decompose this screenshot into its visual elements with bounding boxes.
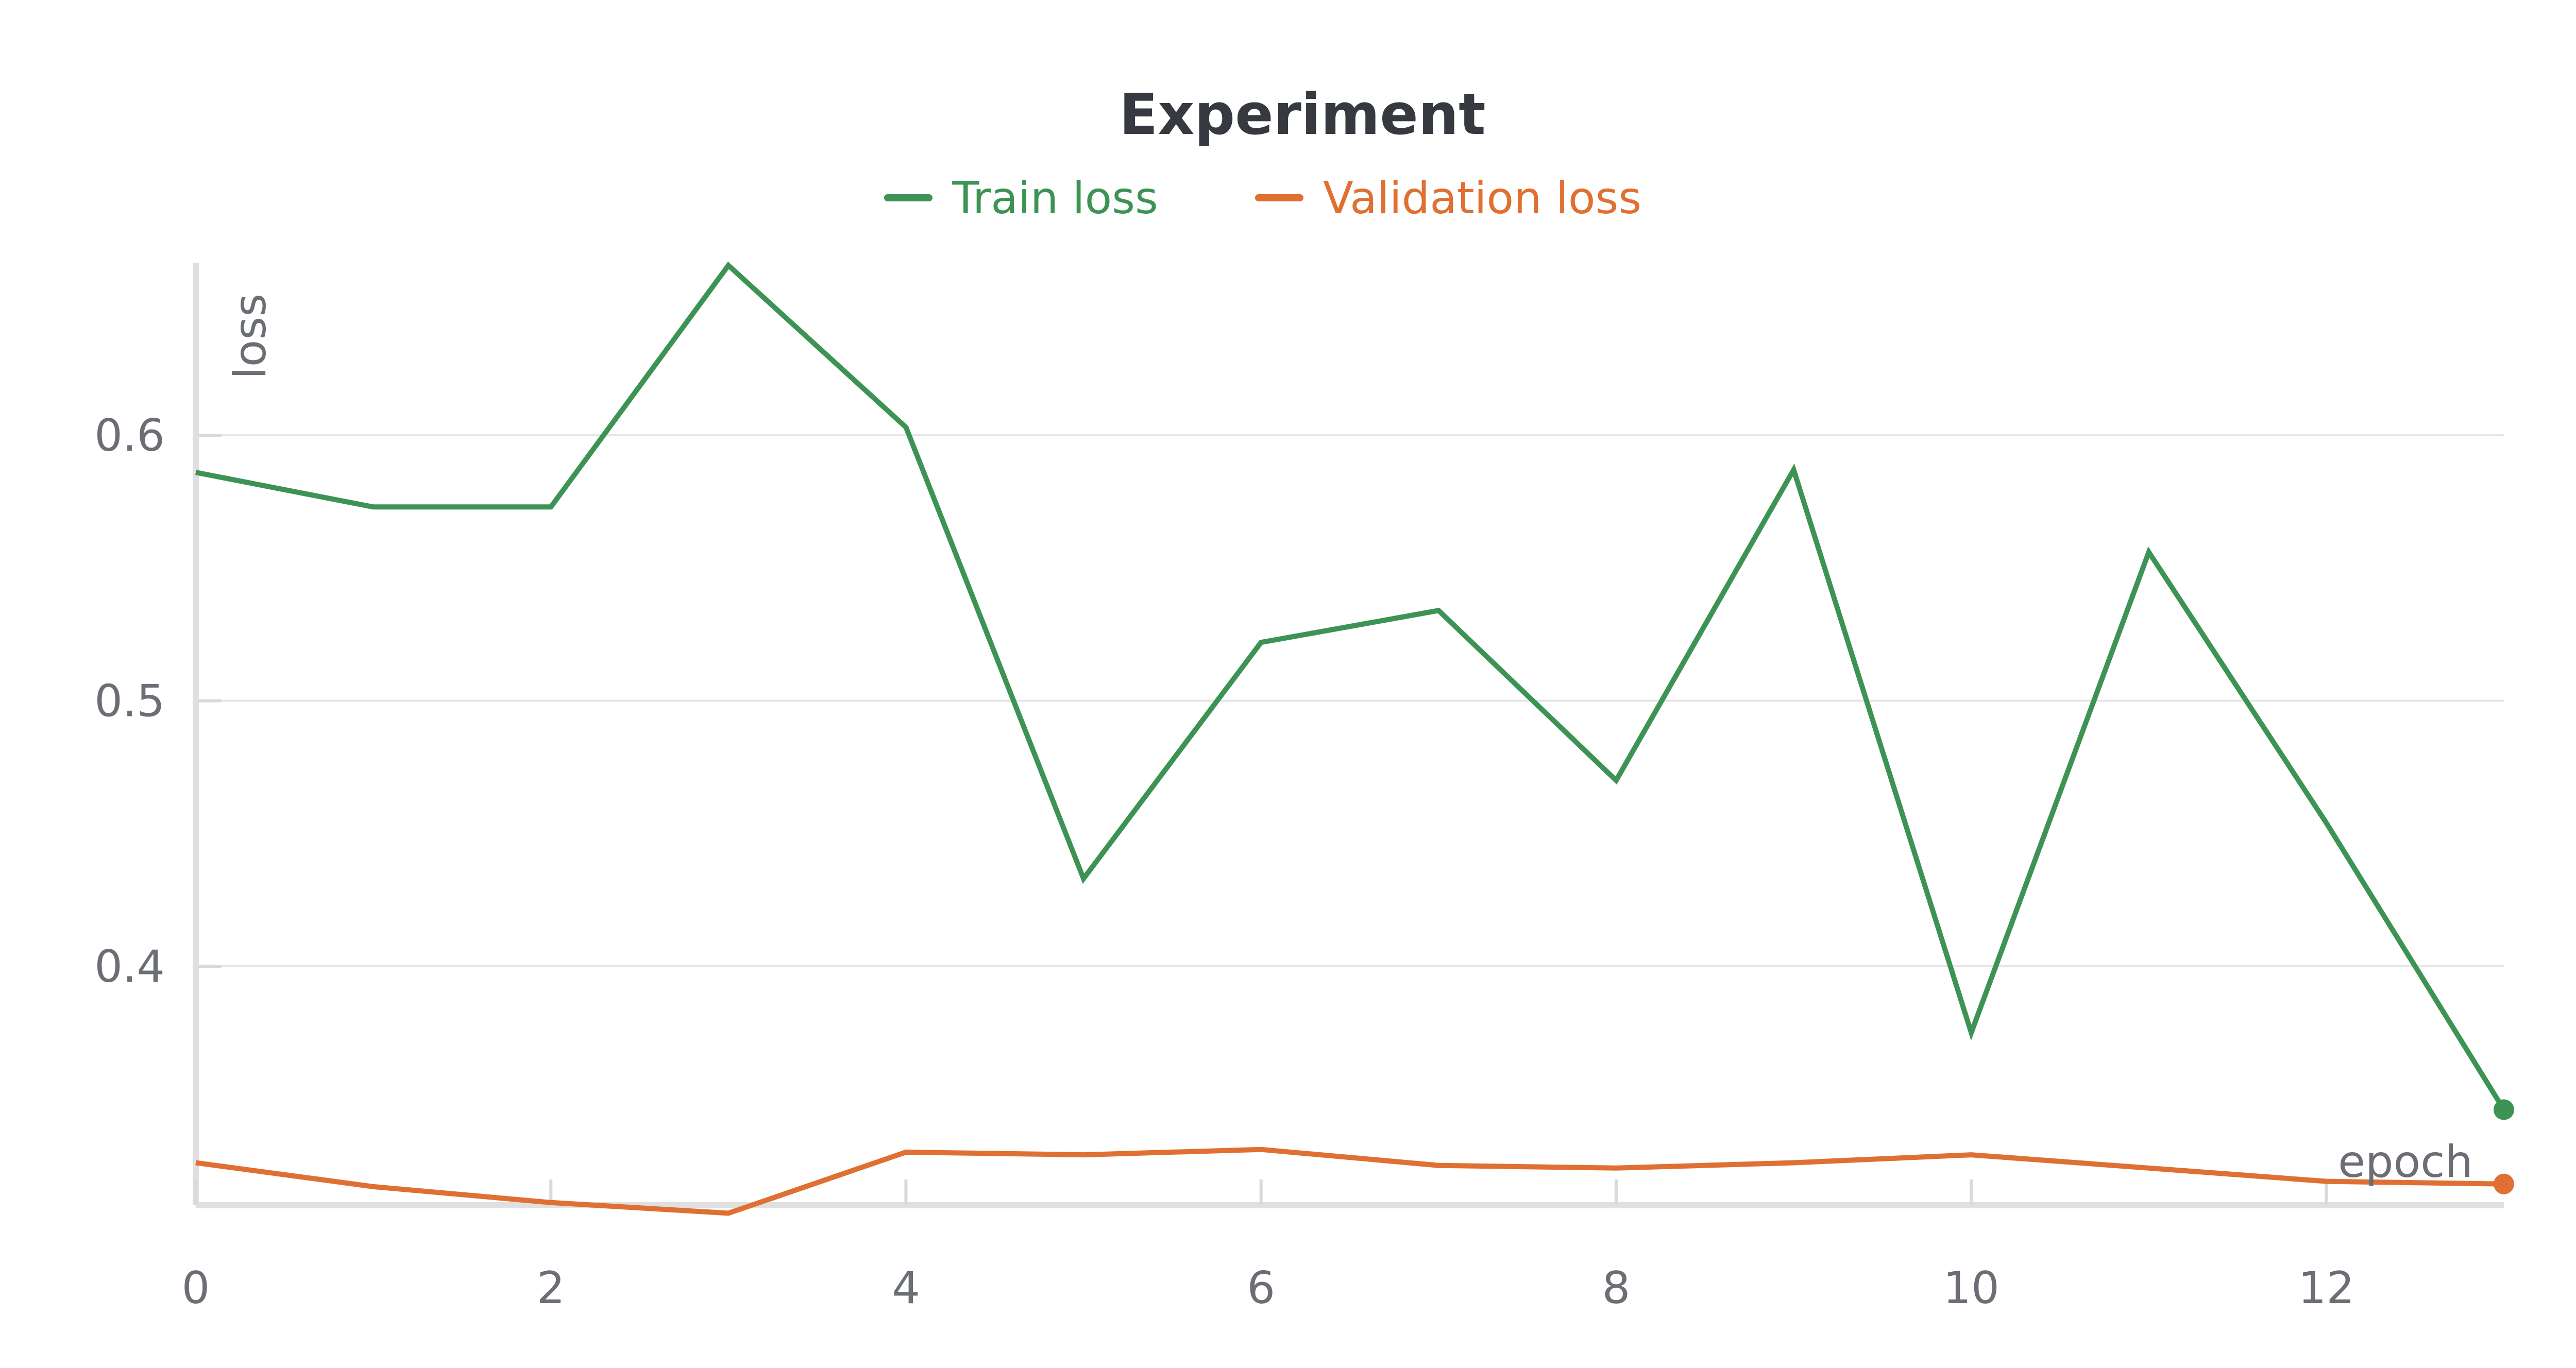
y-tick-label: 0.6: [94, 410, 165, 461]
series-end-point[interactable]: [2494, 1173, 2514, 1194]
chart-title: Experiment: [1119, 81, 1486, 147]
y-axis-label: loss: [225, 294, 276, 379]
series-group: [195, 261, 2514, 1216]
x-tick-label: 10: [1943, 1262, 1999, 1314]
x-tick-label: 4: [892, 1262, 920, 1314]
legend-item[interactable]: Validation loss: [1255, 173, 1641, 224]
gridlines: [196, 434, 2504, 968]
series-line[interactable]: [195, 1147, 2504, 1216]
x-tick-label: 0: [182, 1262, 210, 1314]
x-tick-label: 8: [1602, 1262, 1631, 1314]
x-tick-label: 12: [2298, 1262, 2354, 1314]
legend-label: Validation loss: [1323, 173, 1641, 224]
series-line[interactable]: [195, 261, 2506, 1112]
x-tick-label: 6: [1247, 1262, 1275, 1314]
legend-label: Train loss: [952, 173, 1158, 224]
legend: Train loss Validation loss: [884, 173, 1641, 224]
axes: 0.4 0.5 0.6 0 2 4 6 8 10 12: [94, 263, 2504, 1314]
legend-item[interactable]: Train loss: [884, 173, 1158, 224]
series-end-point[interactable]: [2494, 1099, 2514, 1120]
y-tick-label: 0.4: [94, 941, 165, 993]
y-tick-label: 0.5: [94, 676, 165, 727]
x-axis-label: epoch: [2338, 1136, 2473, 1188]
x-tick-label: 2: [537, 1262, 565, 1314]
